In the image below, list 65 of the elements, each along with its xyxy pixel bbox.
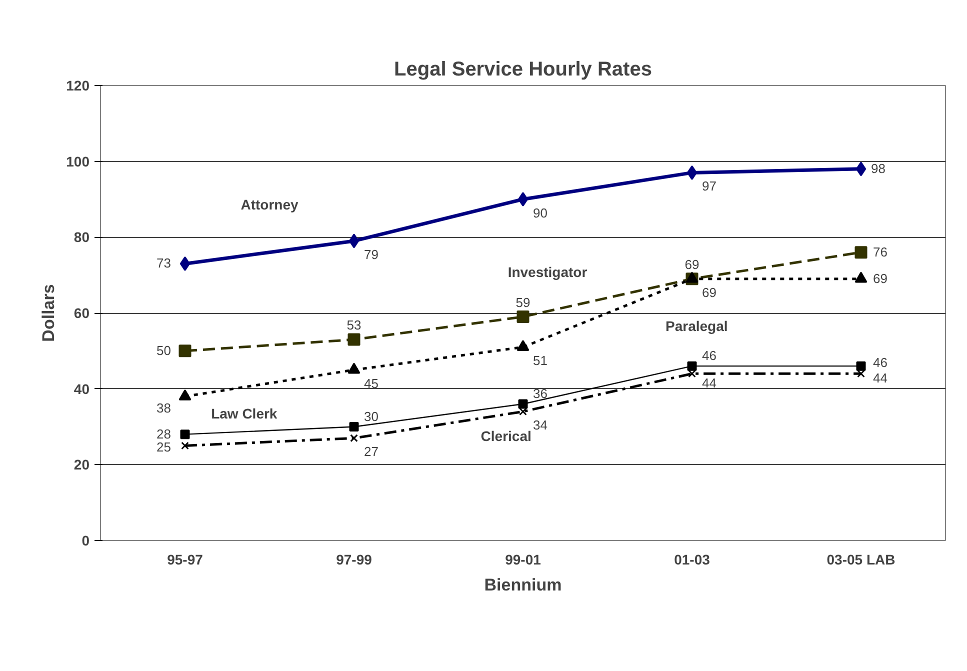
chart-title: Legal Service Hourly Rates [394, 58, 652, 80]
series-label: Paralegal [666, 318, 728, 334]
data-label: 44 [873, 370, 888, 386]
point [686, 165, 698, 180]
data-label: 53 [346, 318, 362, 333]
point [350, 434, 358, 442]
point [856, 162, 866, 176]
data-label: 27 [364, 444, 378, 460]
data-label: 69 [684, 256, 700, 272]
point [180, 430, 190, 440]
data-label: 79 [364, 246, 378, 262]
data-label: 28 [156, 426, 172, 442]
point [857, 370, 865, 378]
data-label: 38 [156, 400, 172, 416]
x-tick-label: 99-01 [505, 552, 542, 568]
data-label: 46 [702, 348, 716, 364]
point [856, 361, 866, 371]
point [348, 333, 360, 346]
point [178, 344, 192, 358]
data-label: 98 [871, 160, 886, 176]
data-label: 69 [702, 284, 716, 300]
x-tick-label: 03-05 LAB [826, 552, 896, 568]
data-label: 34 [533, 418, 548, 433]
data-label: 30 [364, 408, 378, 424]
data-label: 90 [533, 205, 548, 220]
point [687, 361, 697, 371]
data-label: 97 [702, 178, 716, 194]
data-label: 59 [516, 294, 530, 310]
data-label: 25 [156, 440, 172, 455]
data-label: 44 [702, 376, 716, 391]
point [516, 310, 530, 324]
y-tick-label: 120 [66, 78, 90, 94]
y-tick-label: 100 [66, 153, 90, 170]
data-label: 36 [533, 386, 548, 401]
point [181, 442, 189, 450]
y-tick-label: 0 [82, 532, 90, 548]
data-label: 69 [873, 270, 888, 286]
y-axis-title: Dollars [39, 284, 58, 342]
x-axis-title: Biennium [484, 576, 562, 594]
y-tick-label: 20 [74, 456, 90, 473]
point [516, 340, 530, 352]
series-label: Clerical [480, 428, 532, 444]
point [349, 422, 359, 432]
x-tick-label: 95-97 [167, 552, 204, 568]
data-label: 46 [873, 355, 888, 370]
data-label: 45 [364, 376, 378, 391]
point [519, 408, 527, 416]
y-tick-label: 80 [74, 229, 90, 246]
point [518, 399, 528, 409]
series-label: Law Clerk [211, 406, 278, 422]
x-tick-label: 97-99 [336, 552, 372, 568]
data-label: 50 [156, 342, 172, 358]
series-label: Investigator [508, 264, 588, 280]
point [518, 192, 528, 206]
point [348, 234, 360, 248]
point [688, 370, 696, 378]
data-label: 76 [873, 244, 888, 260]
point [180, 256, 190, 271]
text: Attorney [240, 196, 298, 212]
y-tick-label: 40 [74, 380, 90, 397]
y-tick-label: 60 [74, 305, 90, 321]
x-tick-label: 01-03 [674, 552, 710, 568]
data-label: 51 [533, 353, 548, 368]
data-label: 73 [156, 256, 172, 271]
point [854, 246, 868, 259]
